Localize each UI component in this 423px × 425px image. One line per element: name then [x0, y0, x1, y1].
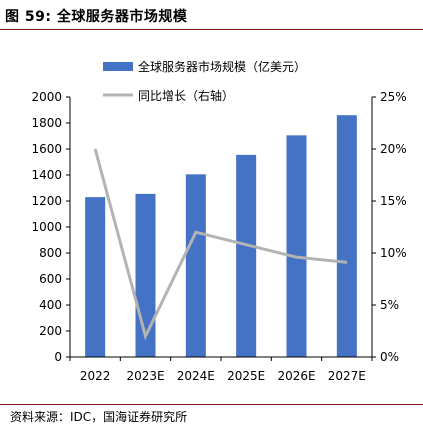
y2-tick-label-5%: 5%: [380, 298, 399, 312]
y-tick-label-600: 600: [39, 272, 62, 286]
figure-title: 图 59: 全球服务器市场规模: [5, 9, 188, 25]
y2-tick-label-20%: 20%: [380, 142, 407, 156]
bar-2026E: [286, 135, 307, 357]
legend-swatch-bar: [103, 62, 133, 71]
bar-2027E: [336, 115, 357, 357]
growth-line: [93, 148, 347, 341]
bar-2025E: [236, 154, 257, 357]
legend: 全球服务器市场规模（亿美元） 同比增长（右轴）: [103, 59, 306, 103]
title-rule: [0, 29, 423, 30]
growth-point-2022: [94, 148, 96, 150]
x-tick-label-2027E: 2027E: [328, 369, 366, 383]
y-tick-label-2000: 2000: [31, 90, 62, 104]
y-tick-label-200: 200: [39, 324, 62, 338]
x-tick-label-2026E: 2026E: [277, 369, 315, 383]
growth-point-2025E: [245, 244, 247, 246]
y-tick-label-1000: 1000: [31, 220, 62, 234]
bar-2022: [85, 197, 106, 357]
source-note: 资料来源：IDC，国海证券研究所: [10, 410, 188, 424]
y-tick-label-800: 800: [39, 246, 62, 260]
growth-point-2027E: [346, 261, 348, 263]
legend-label-bar: 全球服务器市场规模（亿美元）: [138, 59, 306, 74]
source-rule: [0, 404, 423, 405]
bar-2024E: [185, 174, 206, 357]
y2-tick-label-0%: 0%: [380, 350, 399, 364]
y-tick-label-0: 0: [54, 350, 62, 364]
y-tick-label-400: 400: [39, 298, 62, 312]
y2-tick-label-10%: 10%: [380, 246, 407, 260]
y2-tick-label-25%: 25%: [380, 90, 407, 104]
x-tick-label-2024E: 2024E: [177, 369, 215, 383]
plot-area: 0 200 400 600 800 1000 1200 1400 1600 1800 2000 0% 5…: [31, 90, 406, 383]
y-tick-label-1600: 1600: [31, 142, 62, 156]
y2-tick-label-15%: 15%: [380, 194, 407, 208]
x-tick-label-2023E: 2023E: [126, 369, 164, 383]
growth-point-2023E: [145, 335, 146, 337]
legend-label-line: 同比增长（右轴）: [138, 88, 234, 103]
y-tick-label-1400: 1400: [31, 168, 62, 182]
x-tick-label-2025E: 2025E: [227, 369, 265, 383]
x-tick-label-2022: 2022: [80, 369, 111, 383]
y-tick-label-1800: 1800: [31, 116, 62, 130]
y-tick-label-1200: 1200: [31, 194, 62, 208]
chart: 全球服务器市场规模（亿美元） 同比增长（右轴） 0 200 400 600 800 100…: [31, 59, 406, 383]
growth-point-2024E: [195, 231, 197, 233]
growth-point-2026E: [296, 256, 297, 258]
